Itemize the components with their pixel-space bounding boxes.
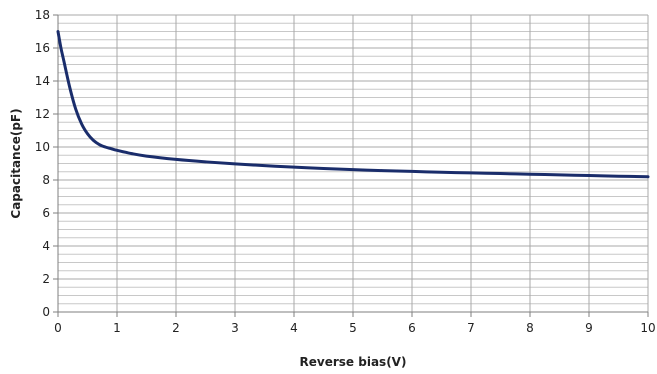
x-tick-label: 9 (585, 321, 593, 335)
y-tick-label: 10 (35, 140, 50, 154)
y-tick-label: 14 (35, 74, 50, 88)
grid (57, 14, 649, 313)
y-tick-label: 18 (35, 8, 50, 22)
y-axis-title: Capacitance(pF) (9, 108, 23, 218)
y-tick-label: 2 (42, 272, 50, 286)
y-tick-label: 8 (42, 173, 50, 187)
y-tick-label: 12 (35, 107, 50, 121)
x-tick-label: 1 (113, 321, 121, 335)
capacitance-series-line (56, 30, 650, 179)
series-layer (56, 30, 650, 179)
y-tick-label: 16 (35, 41, 50, 55)
x-tick-label: 4 (290, 321, 298, 335)
axes (53, 14, 649, 317)
y-tick-label: 4 (42, 239, 50, 253)
y-tick-label: 0 (42, 305, 50, 319)
y-tick-label: 6 (42, 206, 50, 220)
x-tick-label: 6 (408, 321, 416, 335)
x-tick-label: 10 (640, 321, 655, 335)
x-tick-label: 8 (526, 321, 534, 335)
x-tick-label: 0 (54, 321, 62, 335)
x-axis-title: Reverse bias(V) (300, 355, 407, 369)
x-tick-label: 7 (467, 321, 475, 335)
x-tick-label: 2 (172, 321, 180, 335)
x-tick-label: 5 (349, 321, 357, 335)
x-tick-label: 3 (231, 321, 239, 335)
